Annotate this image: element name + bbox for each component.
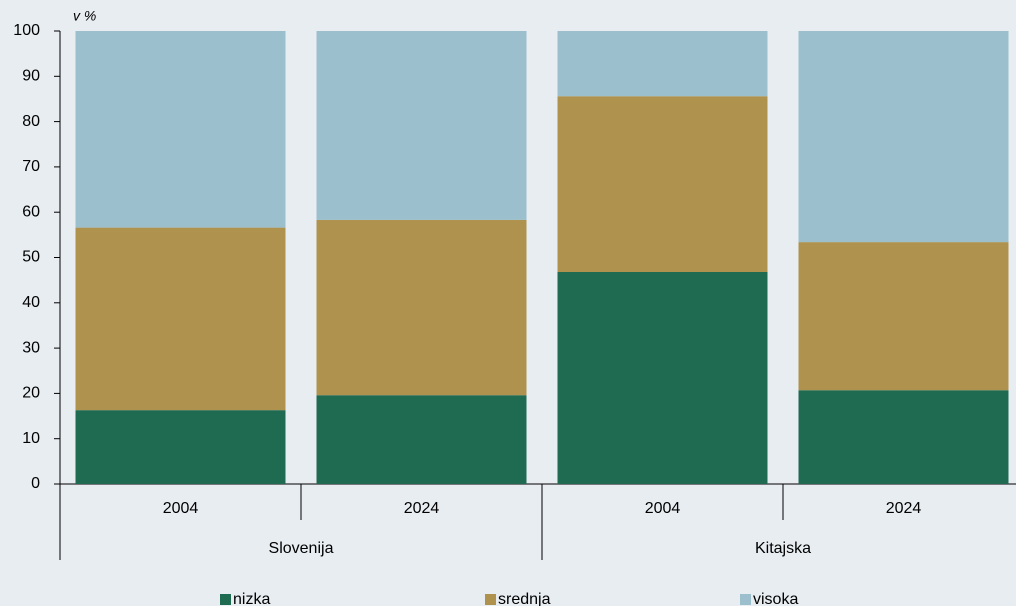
- group-label: Slovenija: [269, 540, 334, 557]
- bar-segment: [557, 31, 768, 97]
- bar-segment: [557, 96, 768, 272]
- y-tick-label: 0: [31, 475, 40, 492]
- y-tick-label: 70: [22, 158, 40, 175]
- y-tick-label: 80: [22, 113, 40, 130]
- legend-swatch: [740, 594, 751, 605]
- y-tick-label: 10: [22, 430, 40, 447]
- legend-label: nizka: [233, 591, 270, 606]
- legend-label: srednja: [498, 591, 551, 606]
- bar-segment: [316, 395, 527, 484]
- bar-segment: [798, 390, 1009, 484]
- legend-swatch: [485, 594, 496, 605]
- group-label: Kitajska: [755, 540, 811, 557]
- x-tick-label: 2024: [886, 500, 922, 517]
- y-tick-label: 90: [22, 68, 40, 85]
- y-axis-label: v %: [73, 8, 96, 24]
- y-tick-label: 20: [22, 385, 40, 402]
- bar-segment: [557, 271, 768, 484]
- bar-segment: [75, 31, 286, 228]
- y-tick-label: 30: [22, 339, 40, 356]
- bar-segment: [75, 227, 286, 411]
- x-tick-label: 2004: [163, 500, 199, 517]
- y-tick-label: 100: [13, 22, 40, 39]
- legend-label: visoka: [753, 591, 798, 606]
- legend-swatch: [220, 594, 231, 605]
- bar-segment: [316, 31, 527, 220]
- y-tick-label: 50: [22, 249, 40, 266]
- y-tick-label: 60: [22, 203, 40, 220]
- bar-segment: [798, 242, 1009, 391]
- bar-segment: [316, 219, 527, 396]
- x-tick-label: 2004: [645, 500, 681, 517]
- y-tick-label: 40: [22, 294, 40, 311]
- x-tick-label: 2024: [404, 500, 440, 517]
- bar-segment: [75, 410, 286, 484]
- bar-segment: [798, 31, 1009, 243]
